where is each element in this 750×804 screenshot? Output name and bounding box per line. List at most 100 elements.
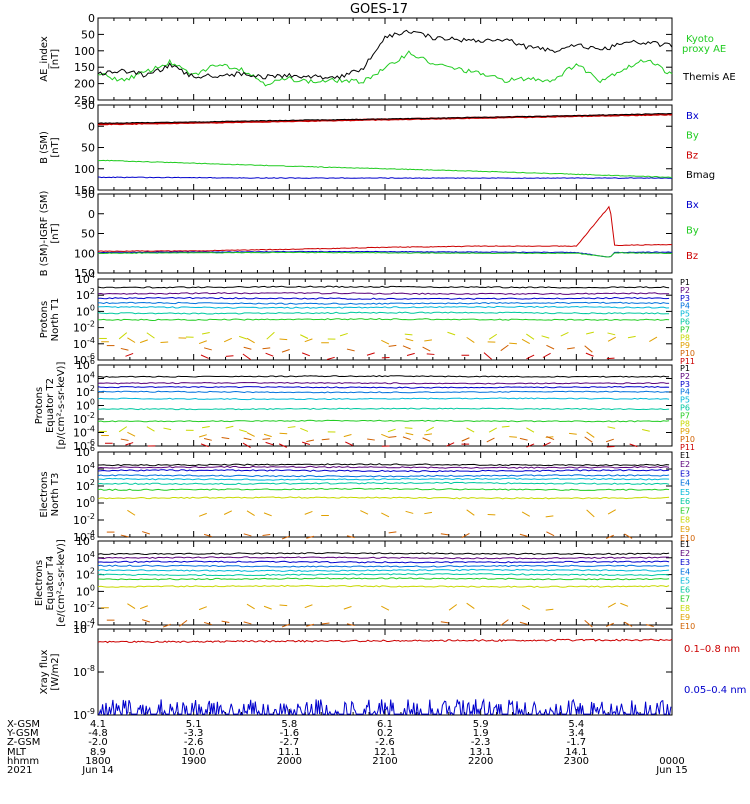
flux-segment-p8: [586, 332, 594, 334]
flux-segment-p10: [282, 350, 290, 353]
flux-segment-p11: [243, 443, 251, 448]
ephemeris-value: Jun 15: [655, 765, 688, 776]
flux-line-e3: [98, 561, 669, 563]
series-line-xray-short: [98, 699, 671, 714]
flux-segment-e9: [449, 605, 457, 611]
flux-segment-p8: [426, 427, 434, 431]
panel-y-label: North T1: [50, 298, 61, 342]
flux-segment-p8: [561, 332, 569, 336]
flux-segment-p8: [467, 428, 475, 432]
flux-line-p3: [98, 297, 669, 299]
flux-segment-p10: [263, 348, 271, 349]
legend-e9: E9: [680, 613, 690, 622]
flux-segment-p11: [407, 353, 415, 355]
flux-segment-p10: [389, 437, 397, 438]
ephemeris-value: 2100: [372, 756, 397, 767]
flux-segment-p11: [327, 357, 335, 359]
ephemeris-value: 2200: [468, 756, 493, 767]
flux-segment-p8: [239, 430, 247, 432]
flux-segment-e9: [305, 605, 313, 608]
flux-line-e2: [98, 557, 669, 559]
flux-segment-p9: [381, 340, 389, 344]
flux-segment-p11: [266, 353, 274, 356]
flux-segment-p9: [569, 433, 577, 434]
flux-segment-p11: [201, 355, 209, 358]
flux-line-e1: [98, 464, 669, 466]
panel-frame: [98, 194, 672, 273]
flux-segment-p9: [509, 437, 517, 438]
flux-segment-p9: [127, 432, 135, 436]
flux-segment-p11: [302, 353, 310, 356]
flux-segment-p9: [160, 342, 168, 343]
flux-segment-e10: [222, 621, 230, 622]
flux-line-p6: [98, 312, 669, 314]
legend-by: By: [686, 131, 699, 142]
flux-segment-p8: [388, 429, 396, 432]
flux-segment-p9: [305, 339, 313, 342]
y-tick-label: 10-2: [73, 600, 95, 615]
flux-segment-p9: [224, 338, 232, 342]
panel-y-label: AE_index: [39, 36, 50, 82]
flux-line-p1: [98, 376, 669, 378]
flux-segment-e10: [441, 622, 449, 623]
flux-segment-p11: [367, 353, 375, 355]
ephemeris-value: 2300: [564, 756, 589, 767]
flux-line-e5: [98, 569, 669, 571]
flux-line-p1: [98, 286, 669, 288]
y-tick-label: 100: [74, 247, 95, 260]
y-tick-label: 10-8: [73, 664, 95, 679]
panel-y-label: [nT]: [50, 137, 61, 157]
flux-line-e4: [98, 565, 669, 567]
y-tick-label: 150: [74, 61, 95, 74]
flux-segment-e10: [142, 620, 150, 622]
flux-line-p5: [98, 306, 669, 308]
legend-e2: E2: [680, 549, 690, 558]
y-tick-label: -50: [77, 188, 95, 201]
flux-line-p2: [98, 293, 669, 295]
flux-line-p7: [98, 420, 669, 422]
flux-segment-p8: [628, 336, 636, 337]
flux-segment-p9: [127, 338, 135, 343]
legend-bz: Bz: [686, 150, 698, 161]
y-tick-label: 100: [76, 495, 95, 510]
flux-segment-e9: [344, 606, 352, 609]
flux-segment-e9: [467, 603, 475, 608]
flux-segment-e9: [406, 511, 414, 513]
y-tick-label: 100: [76, 583, 95, 598]
flux-segment-e9: [546, 609, 554, 610]
flux-segment-p10: [367, 439, 375, 440]
flux-line-p2: [98, 383, 669, 385]
y-tick-label: 100: [74, 163, 95, 176]
flux-segment-p8: [267, 332, 275, 339]
legend-e4: E4: [680, 479, 690, 488]
flux-segment-p8: [489, 334, 497, 339]
flux-segment-e10: [520, 534, 528, 536]
flux-segment-p8: [502, 426, 510, 427]
legend-e2: E2: [680, 460, 690, 469]
legend-e7: E7: [680, 595, 690, 604]
y-tick-label: 102: [76, 287, 95, 302]
flux-segment-p8: [202, 426, 210, 427]
legend-kyoto-line2: proxy AE: [682, 44, 726, 55]
flux-segment-p8: [608, 427, 616, 429]
flux-segment-e9: [247, 604, 255, 609]
flux-segment-p10: [403, 437, 411, 440]
flux-segment-e10: [142, 532, 150, 534]
flux-line-e7: [98, 488, 669, 490]
flux-segment-p10: [244, 347, 252, 349]
flux-segment-p10: [204, 348, 212, 350]
flux-segment-e10: [546, 532, 554, 536]
flux-segment-p10: [585, 346, 593, 352]
flux-segment-p8: [608, 333, 616, 335]
y-tick-label: 100: [76, 303, 95, 318]
flux-segment-p10: [423, 438, 431, 441]
legend-e1: E1: [680, 451, 690, 460]
flux-segment-e10: [389, 532, 397, 533]
flux-segment-p10: [306, 440, 314, 442]
legend-xray-short: 0.05–0.4 nm: [684, 685, 746, 696]
flux-segment-e10: [585, 620, 593, 627]
y-tick-label: 100: [74, 45, 95, 58]
flux-segment-p11: [266, 442, 274, 444]
panel-frame: [98, 629, 672, 715]
